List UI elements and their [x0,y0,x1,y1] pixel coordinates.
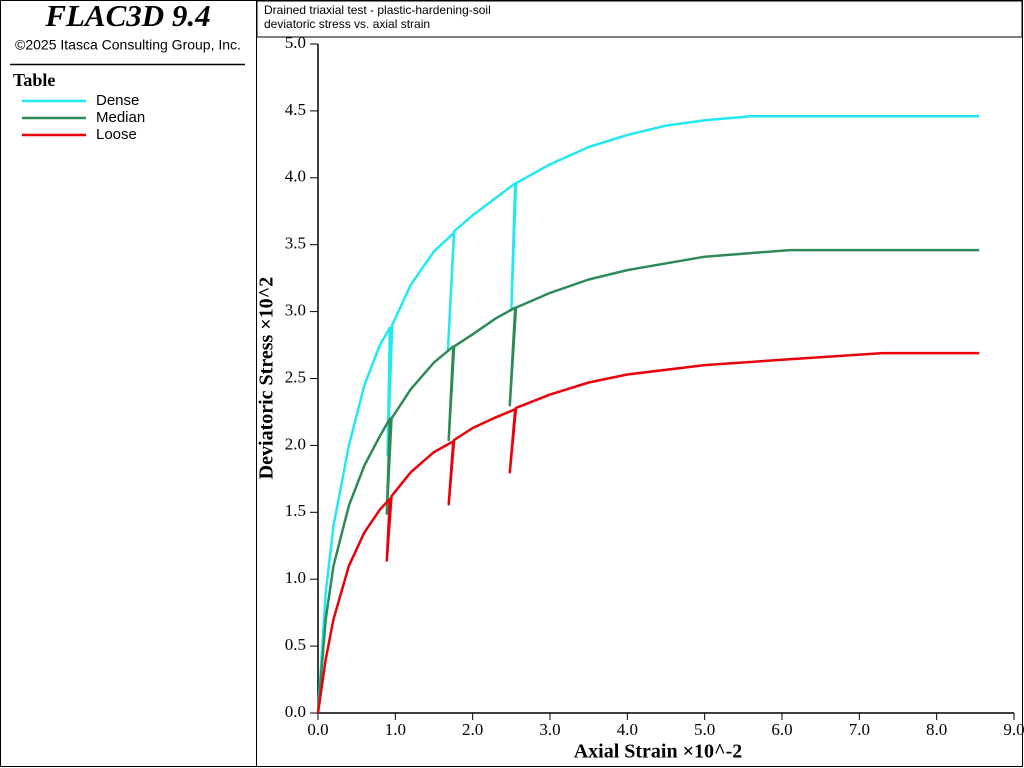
y-tick-label: 3.0 [285,301,306,320]
x-tick-label: 3.0 [539,720,560,739]
y-tick-label: 0.5 [285,635,306,654]
y-tick-label: 0.0 [285,702,306,721]
x-axis-title: Axial Strain ×10^-2 [574,741,743,763]
y-tick-label: 1.0 [285,568,306,587]
legend-label: Dense [96,92,139,109]
x-tick-label: 6.0 [771,720,792,739]
y-tick-label: 2.5 [285,367,306,386]
copyright: ©2025 Itasca Consulting Group, Inc. [15,37,241,53]
x-tick-label: 4.0 [617,720,638,739]
x-tick-label: 7.0 [849,720,870,739]
y-tick-label: 5.0 [285,33,306,52]
x-tick-label: 0.0 [307,720,328,739]
product-title: FLAC3D 9.4 [44,0,210,33]
y-tick-label: 2.0 [285,434,306,453]
series-line [316,115,980,714]
legend-label: Median [96,109,145,126]
x-tick-label: 9.0 [1003,720,1024,739]
y-tick-label: 4.5 [285,100,306,119]
legend-label: Loose [96,126,137,143]
header-box [256,0,1023,38]
y-tick-label: 1.5 [285,501,306,520]
y-axis-title: Deviatoric Stress ×10^2 [256,277,278,480]
series-line [316,351,980,714]
series-line [316,248,980,714]
y-tick-label: 3.5 [285,234,306,253]
y-tick-label: 4.0 [285,167,306,186]
x-tick-label: 1.0 [385,720,406,739]
x-tick-label: 8.0 [926,720,947,739]
chart-title: Drained triaxial test - plastic-hardenin… [264,3,491,17]
legend-title: Table [13,70,55,90]
x-tick-label: 2.0 [462,720,483,739]
x-tick-label: 5.0 [694,720,715,739]
chart-subtitle: deviatoric stress vs. axial strain [264,17,430,31]
